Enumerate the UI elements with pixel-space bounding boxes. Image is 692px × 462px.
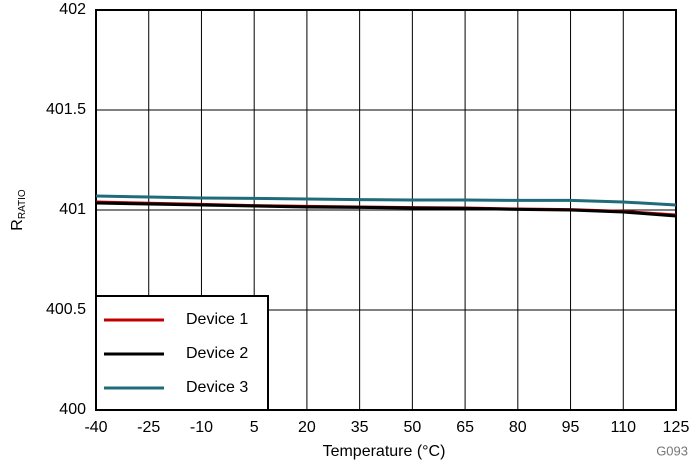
x-tick-label: 110 xyxy=(611,419,637,436)
legend-label: Device 2 xyxy=(186,345,248,362)
x-tick-label: 80 xyxy=(509,419,527,436)
y-tick-label: 401 xyxy=(59,201,86,218)
x-tick-label: 125 xyxy=(663,419,690,436)
y-label-main: R xyxy=(9,219,26,231)
legend-label: Device 3 xyxy=(186,379,248,396)
x-axis-label: Temperature (°C) xyxy=(323,443,446,460)
y-tick-label: 400.5 xyxy=(46,301,86,318)
y-tick-label: 402 xyxy=(59,1,86,18)
figure-id: G093 xyxy=(656,443,688,458)
y-axis-label: RRATIO xyxy=(9,189,27,231)
plot-frame xyxy=(95,9,677,411)
x-tick-label: 65 xyxy=(456,419,474,436)
x-tick-label: -25 xyxy=(137,419,160,436)
x-tick-label: 5 xyxy=(250,419,259,436)
y-label-sub: RATIO xyxy=(17,189,28,219)
x-tick-label: 50 xyxy=(403,419,421,436)
x-tick-label: 35 xyxy=(351,419,369,436)
x-tick-label: -10 xyxy=(190,419,213,436)
x-tick-label: -40 xyxy=(84,419,107,436)
legend-label: Device 1 xyxy=(186,311,248,328)
x-tick-label: 95 xyxy=(562,419,580,436)
series-line xyxy=(95,194,677,207)
series-line xyxy=(95,201,677,218)
y-tick-label: 400 xyxy=(59,401,86,418)
x-tick-label: 20 xyxy=(298,419,316,436)
y-tick-label: 401.5 xyxy=(46,101,86,118)
